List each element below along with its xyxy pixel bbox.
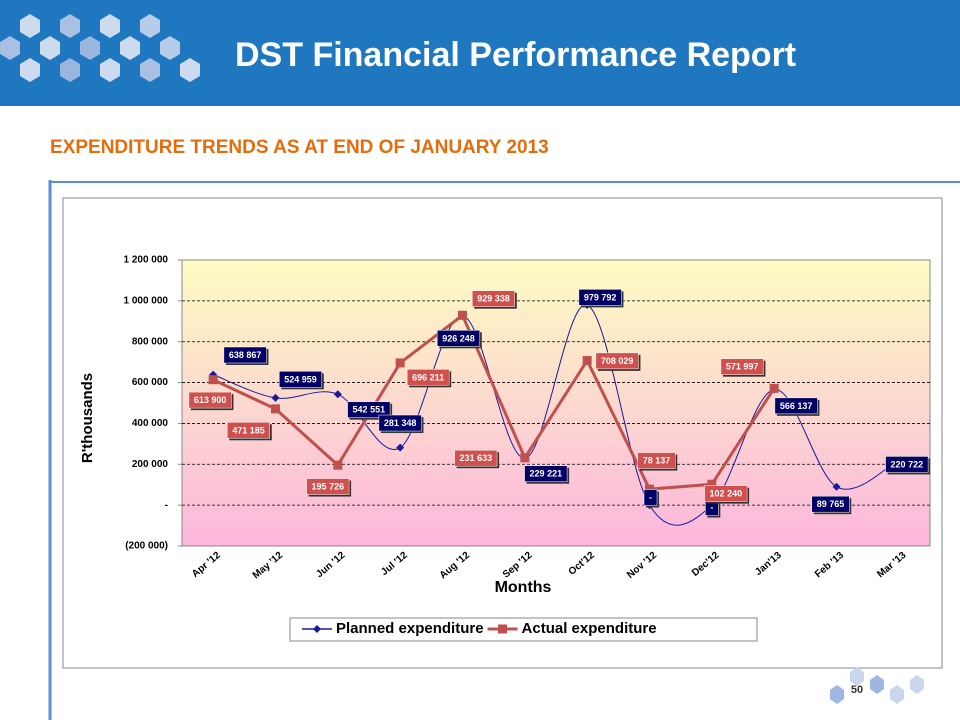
data-label-box — [347, 401, 391, 418]
data-label: 524 959 — [284, 374, 317, 384]
data-label-box — [774, 397, 818, 415]
y-tick-label: - — [165, 500, 168, 511]
slide-subtitle: EXPENDITURE TRENDS AS AT END OF JANUARY … — [50, 137, 549, 158]
data-label: 926 248 — [442, 333, 475, 343]
data-label: 571 997 — [726, 362, 759, 372]
point-marker — [645, 484, 654, 494]
data-label-box — [306, 478, 350, 495]
y-tick-label: 400 000 — [132, 418, 169, 429]
point-marker — [458, 310, 467, 320]
data-label: 638 867 — [229, 350, 262, 360]
point-marker — [333, 390, 342, 399]
point-marker — [832, 482, 841, 491]
point-marker — [271, 393, 280, 402]
data-label: 231 633 — [460, 453, 493, 463]
point-marker — [395, 358, 405, 368]
data-label-box — [406, 369, 450, 386]
data-label-box — [188, 391, 232, 409]
point-marker — [333, 460, 343, 470]
data-label: 220 722 — [891, 459, 924, 469]
data-label-box — [704, 485, 748, 502]
data-label: 89 765 — [817, 499, 845, 509]
y-tick-label: 800 000 — [132, 336, 169, 347]
data-label-box — [720, 358, 764, 375]
page-number: 50 — [851, 684, 863, 696]
data-label: 78 137 — [643, 456, 671, 466]
y-tick-label: 1 200 000 — [124, 255, 169, 266]
legend-label: Actual expenditure — [522, 620, 657, 637]
data-label-box — [471, 290, 516, 307]
legend-marker — [498, 624, 508, 634]
data-label-box — [811, 495, 850, 513]
point-marker — [769, 383, 779, 393]
y-axis-title: R'thousands — [79, 373, 96, 463]
point-marker — [271, 404, 280, 414]
data-label: 613 900 — [194, 395, 227, 405]
y-tick-label: (200 000) — [125, 541, 168, 552]
data-label-box — [378, 414, 422, 432]
data-label-box — [278, 371, 323, 388]
point-marker — [396, 443, 405, 452]
data-label-box — [595, 352, 639, 370]
hex-decoration-bottom — [830, 667, 924, 704]
y-tick-label: 1 000 000 — [124, 295, 169, 306]
y-tick-label: 200 000 — [132, 459, 169, 470]
data-label: 471 185 — [232, 425, 265, 435]
data-label-box — [454, 449, 498, 467]
data-label: 696 211 — [412, 372, 444, 382]
data-label: 195 726 — [312, 482, 345, 492]
data-label-box — [885, 456, 929, 473]
data-label-box — [578, 289, 622, 306]
hex-decoration — [0, 14, 200, 82]
series-line — [212, 312, 776, 491]
data-label-box — [637, 452, 676, 469]
data-label-box — [524, 465, 568, 482]
data-label-box — [643, 489, 658, 506]
data-label: 542 551 — [353, 405, 386, 415]
point-marker — [582, 356, 592, 366]
legend-marker — [313, 625, 321, 633]
data-label: 929 338 — [477, 294, 510, 304]
legend-box — [289, 617, 758, 642]
data-label: - — [649, 493, 652, 503]
data-label-box — [223, 346, 267, 364]
data-label-box — [436, 330, 481, 347]
data-label-box — [226, 422, 271, 439]
data-label: 708 029 — [601, 356, 634, 366]
data-label: 979 792 — [584, 292, 617, 302]
data-label: 102 240 — [710, 489, 743, 499]
point-marker — [208, 375, 218, 385]
x-axis-title: Months — [495, 579, 552, 596]
data-label: 566 137 — [780, 401, 813, 411]
legend-label: Planned expenditure — [336, 620, 484, 637]
y-tick-label: 600 000 — [132, 377, 169, 388]
point-marker — [707, 479, 717, 489]
data-label: 281 348 — [384, 418, 417, 428]
point-marker — [520, 453, 530, 463]
slide-title: DST Financial Performance Report — [235, 36, 796, 74]
data-label: 229 221 — [530, 469, 563, 479]
data-label: - — [710, 503, 713, 513]
